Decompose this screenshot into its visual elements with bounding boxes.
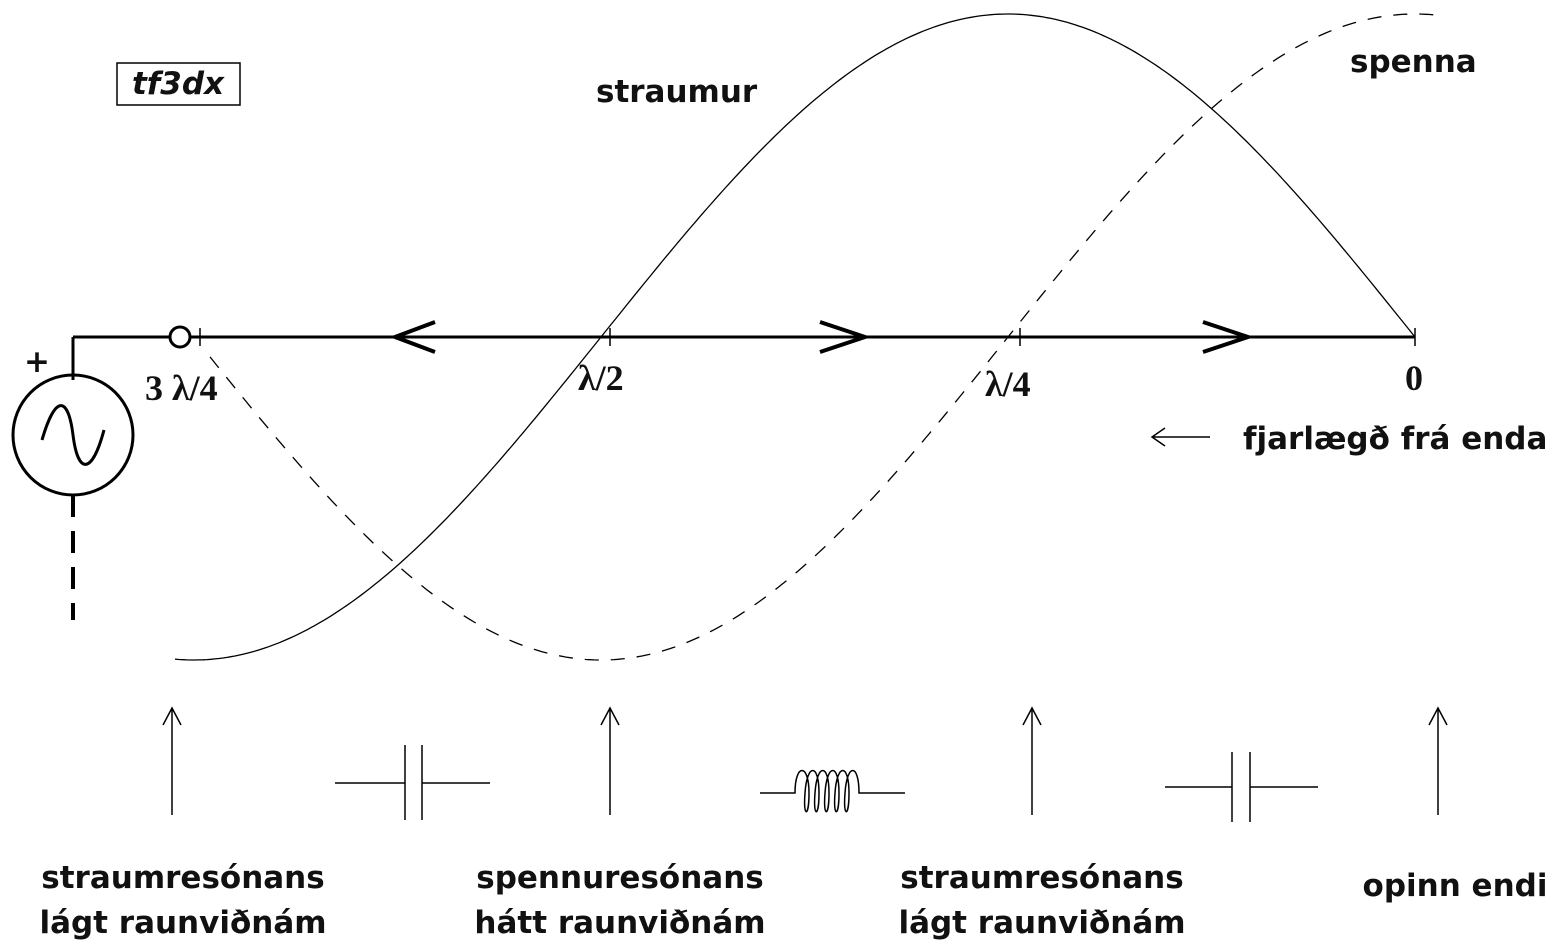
- arrowhead: [389, 320, 436, 354]
- bottom-symbols: [162, 706, 1448, 822]
- axis-label: 0: [1405, 358, 1423, 398]
- capacitor: [1165, 752, 1318, 822]
- badge-box: [116, 62, 241, 106]
- point-label: lágt raunviðnám: [898, 905, 1185, 941]
- up-arrow: [600, 706, 620, 815]
- current-label: straumur: [596, 74, 758, 110]
- inductor: [760, 770, 905, 813]
- badge: tf3dx: [132, 66, 225, 102]
- axis-label: 3 λ/4: [145, 368, 218, 408]
- point-label: spennuresónans: [476, 860, 763, 896]
- point-label: lágt raunviðnám: [39, 905, 326, 941]
- axis-label: λ/4: [985, 364, 1031, 404]
- voltage-label: spenna: [1350, 44, 1477, 80]
- direction-label: fjarlægð frá enda: [1243, 421, 1547, 457]
- sine-symbol: [40, 404, 106, 466]
- point-label: hátt raunviðnám: [474, 905, 765, 941]
- point-label: straumresónans: [41, 860, 324, 896]
- direction-arrow: [1150, 427, 1210, 447]
- up-arrow: [1022, 706, 1042, 815]
- arrowhead: [819, 320, 872, 354]
- capacitor: [335, 745, 490, 820]
- point-label: opinn endi: [1363, 868, 1548, 904]
- terminal: [168, 325, 192, 349]
- point-label: straumresónans: [900, 860, 1183, 896]
- axis-label: λ/2: [578, 358, 624, 398]
- arrowhead: [1202, 320, 1255, 354]
- up-arrow: [162, 706, 182, 815]
- current-curve: [174, 13, 1416, 661]
- voltage-curve: [209, 13, 1439, 661]
- up-arrow: [1428, 706, 1448, 815]
- polarity: +: [24, 344, 50, 380]
